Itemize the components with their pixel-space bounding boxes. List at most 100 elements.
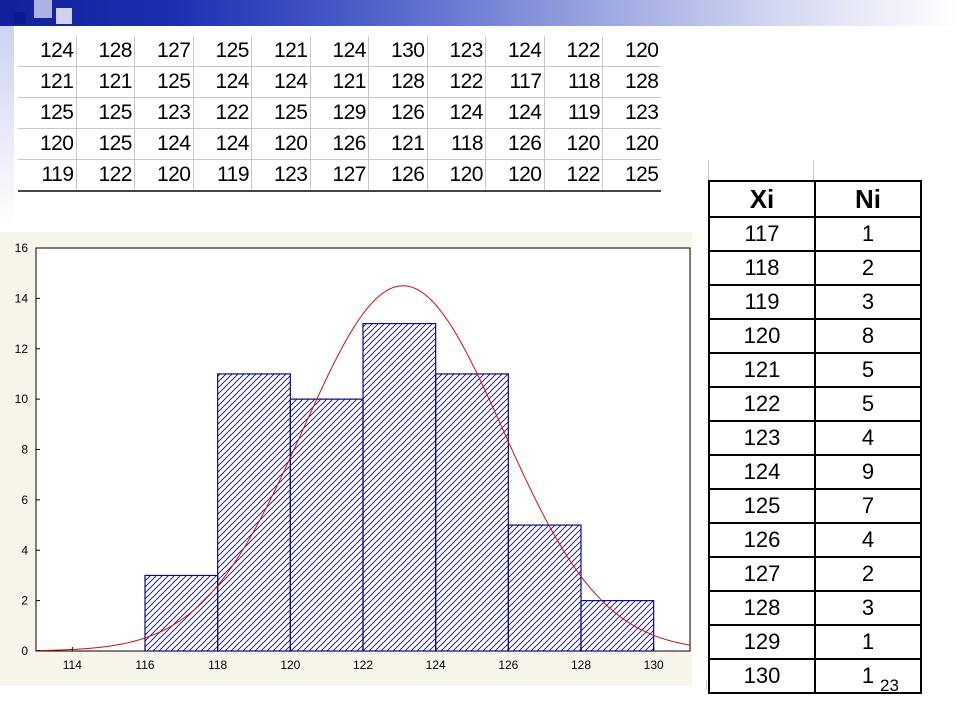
x-tick-label: 122 (353, 658, 373, 672)
x-tick-label: 130 (644, 658, 664, 672)
frequency-row: 120 8 (708, 318, 922, 354)
frequency-cell: 130 (708, 658, 816, 694)
table-cell: 122 (543, 159, 603, 192)
y-tick-label: 4 (21, 543, 28, 557)
y-tick-label: 6 (21, 493, 28, 507)
frequency-cell: 4 (814, 522, 922, 558)
frequency-cell: 128 (708, 590, 816, 626)
frequency-cell: 8 (814, 318, 922, 354)
table-cell: 120 (543, 128, 603, 160)
table-cell: 117 (485, 66, 544, 98)
table-cell: 119 (192, 159, 252, 192)
table-cell: 124 (485, 97, 544, 129)
frequency-cell: 117 (708, 216, 816, 252)
frequency-cell: 123 (708, 420, 816, 456)
histogram-chart: 0 2 4 6 8 10 12 14 16 114 116 118 120 122 124 126 128 130 (15, 241, 691, 672)
table-cell: 121 (18, 66, 76, 98)
table-cell: 119 (543, 97, 603, 129)
y-tick-label: 2 (21, 594, 28, 608)
frequency-row: 129 1 (708, 624, 922, 660)
table-cell: 125 (192, 36, 252, 67)
column-header: Ni (814, 180, 922, 218)
page-number: 23 (880, 676, 899, 695)
table-cell: 125 (134, 66, 193, 98)
table-cell: 126 (368, 159, 427, 192)
x-tick-label: 114 (63, 658, 82, 672)
frequency-row: 126 4 (708, 522, 922, 558)
table-cell: 125 (75, 128, 135, 160)
frequency-cell: 5 (814, 352, 922, 388)
table-cell: 126 (368, 97, 427, 129)
frequency-cell: 5 (814, 386, 922, 422)
x-tick-label: 118 (208, 658, 227, 672)
x-tick-label: 126 (498, 658, 518, 672)
table-cell: 121 (251, 36, 310, 67)
frequency-cell: 125 (708, 488, 816, 524)
frequency-row: 118 2 (708, 250, 922, 286)
table-cell: 128 (75, 36, 135, 67)
table-cell: 125 (602, 159, 661, 192)
frequency-row: 124 9 (708, 454, 922, 490)
table-cell: 121 (368, 128, 427, 160)
table-cell: 120 (134, 159, 193, 192)
y-tick-label: 10 (15, 392, 29, 406)
table-cell: 126 (485, 128, 544, 160)
table-cell: 122 (192, 97, 252, 129)
frequency-table-gridline (708, 160, 919, 180)
frequency-cell: 3 (814, 284, 922, 320)
table-cell: 126 (309, 128, 369, 160)
histogram-bar (217, 373, 291, 652)
table-cell: 120 (485, 159, 544, 192)
histogram-bar (289, 398, 364, 652)
table-cell: 120 (602, 128, 661, 160)
column-header: Xi (708, 180, 816, 218)
table-cell: 123 (426, 36, 486, 67)
frequency-cell: 1 (814, 658, 922, 694)
frequency-cell: 126 (708, 522, 816, 558)
table-cell: 124 (485, 36, 544, 67)
table-cell: 124 (426, 97, 486, 129)
frequency-row: 122 5 (708, 386, 922, 422)
table-row: 119 122 120 119 123 127 126 120 120 122 125 (18, 159, 661, 192)
frequency-table-gridline-bottom (706, 680, 919, 690)
frequency-table: Xi Ni 117 1 118 2 119 3 120 8 121 5 122 5 123 4 124 9 125 7… (708, 180, 922, 694)
frequency-cell: 120 (708, 318, 816, 354)
table-cell: 124 (18, 36, 76, 67)
table-cell: 122 (75, 159, 135, 192)
table-cell: 124 (309, 36, 369, 67)
decor-side-strip (0, 26, 14, 226)
table-cell: 123 (251, 159, 310, 192)
table-cell: 127 (134, 36, 193, 67)
frequency-cell: 2 (814, 556, 922, 592)
frequency-cell: 124 (708, 454, 816, 490)
table-cell: 128 (602, 66, 661, 98)
histogram-bar (144, 574, 219, 652)
frequency-cell: 118 (708, 250, 816, 286)
y-tick-label: 14 (15, 291, 29, 305)
y-tick-label: 8 (21, 443, 28, 457)
frequency-cell: 1 (814, 624, 922, 660)
frequency-cell: 122 (708, 386, 816, 422)
frequency-row: 130 1 (708, 658, 922, 694)
frequency-row: 121 5 (708, 352, 922, 388)
table-cell: 119 (18, 159, 76, 192)
table-cell: 123 (602, 97, 661, 129)
table-cell: 128 (368, 66, 427, 98)
frequency-cell: 129 (708, 624, 816, 660)
table-cell: 120 (602, 36, 661, 67)
table-cell: 122 (543, 36, 603, 67)
table-cell: 125 (18, 97, 76, 129)
frequency-row: 123 4 (708, 420, 922, 456)
frequency-row: 117 1 (708, 216, 922, 252)
table-row: 120 125 124 124 120 126 121 118 126 120 120 (18, 128, 661, 160)
table-cell: 123 (134, 97, 193, 129)
raw-data-table: 124 128 127 125 121 124 130 123 124 122 120 121 121 1… (18, 36, 661, 192)
y-tick-label: 12 (15, 342, 29, 356)
y-tick-label: 0 (21, 644, 28, 658)
frequency-cell: 119 (708, 284, 816, 320)
frequency-cell: 7 (814, 488, 922, 524)
table-cell: 129 (309, 97, 369, 129)
table-cell: 120 (426, 159, 486, 192)
table-cell: 120 (251, 128, 310, 160)
table-cell: 124 (192, 66, 252, 98)
